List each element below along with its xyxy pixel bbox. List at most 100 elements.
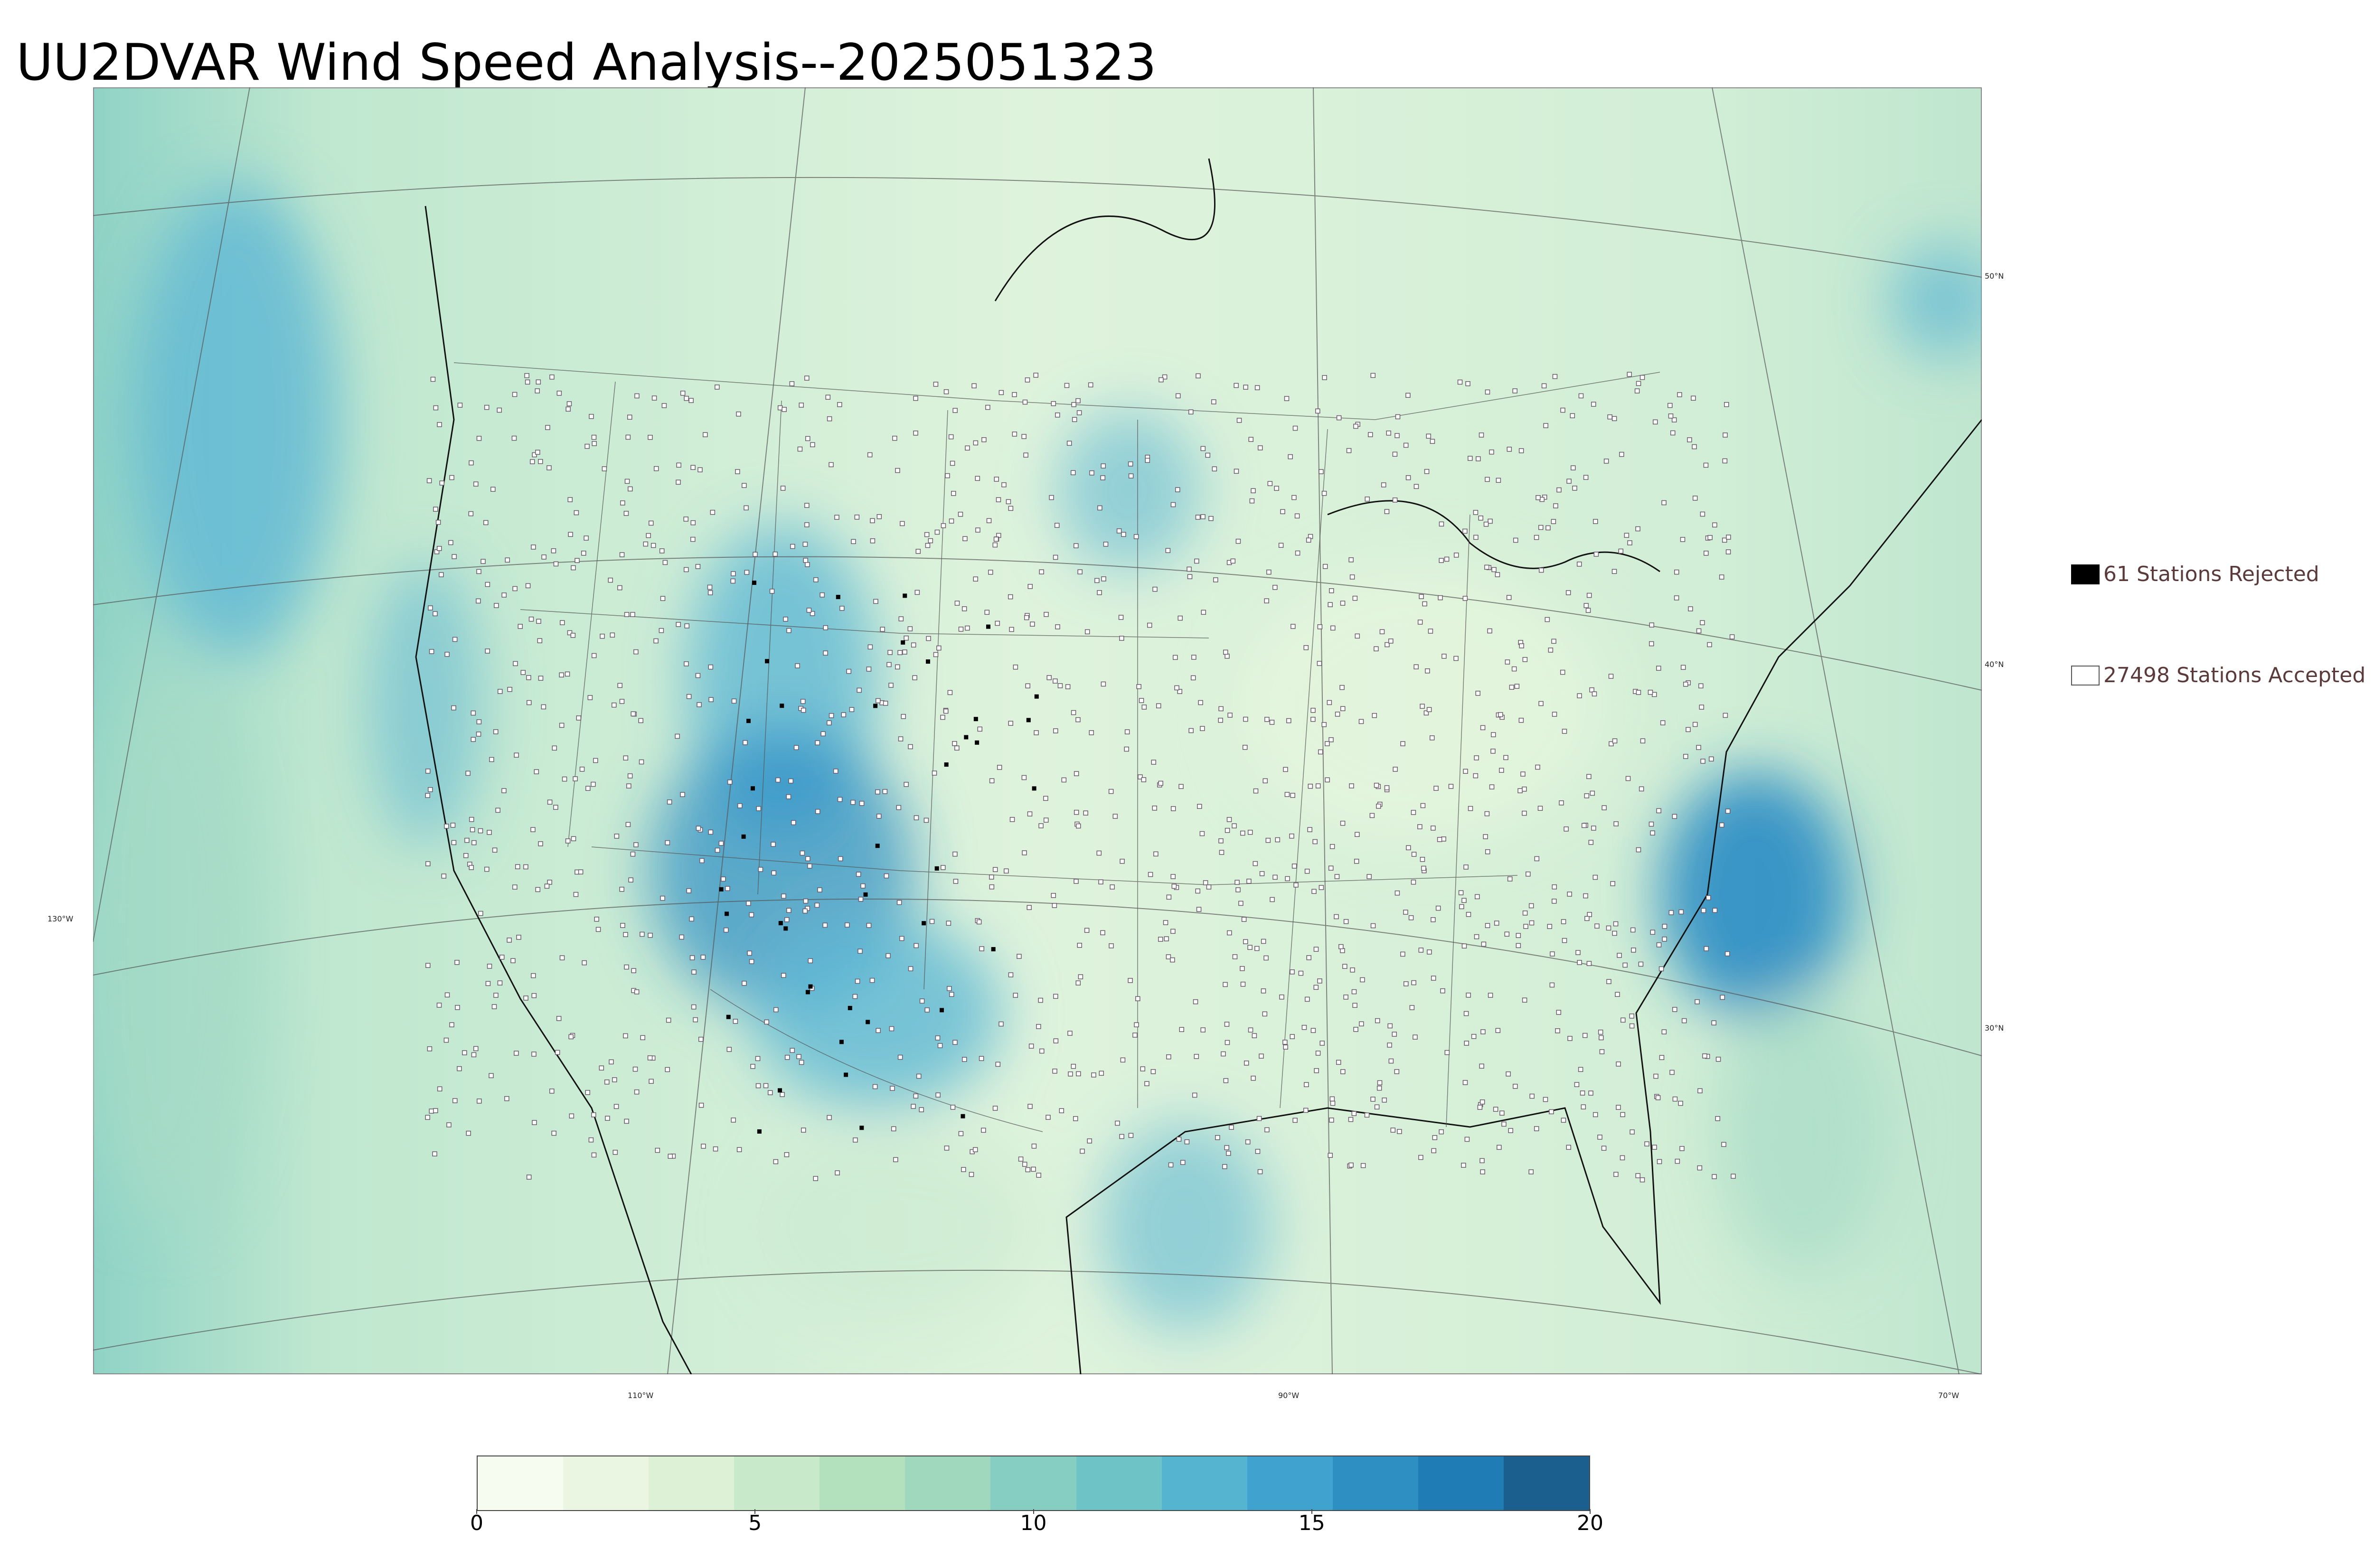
station-marker (1630, 927, 1636, 933)
station-marker (1441, 654, 1447, 659)
station-marker (684, 623, 689, 629)
station-marker (981, 437, 987, 442)
station-marker (1088, 382, 1093, 388)
station-marker (859, 801, 865, 806)
station-marker (1418, 1155, 1423, 1160)
station-marker (452, 637, 458, 642)
station-marker (538, 459, 543, 464)
wind-speed-area (1057, 410, 1199, 572)
station-marker (1561, 919, 1566, 924)
station-marker (1388, 1058, 1394, 1064)
station-marker (1087, 1138, 1092, 1144)
station-marker (1700, 759, 1705, 764)
station-marker (549, 374, 555, 380)
station-marker (1071, 402, 1076, 407)
station-marker (648, 434, 653, 440)
station-marker (1354, 858, 1359, 864)
station-marker (1200, 514, 1206, 519)
station-marker (501, 592, 507, 598)
station-marker (1513, 537, 1518, 543)
station-marker (1171, 883, 1177, 889)
station-marker (1668, 413, 1674, 419)
rejected-station-marker (1026, 718, 1031, 723)
station-marker (1295, 550, 1300, 556)
station-marker (1148, 872, 1153, 877)
station-marker (744, 570, 750, 575)
station-marker (1709, 756, 1714, 762)
graticule (93, 87, 1982, 1374)
station-marker (1349, 783, 1354, 789)
station-marker (1116, 528, 1122, 534)
station-marker (1285, 876, 1290, 882)
colorbar-tick-label: 15 (1298, 1511, 1325, 1535)
station-marker (1046, 675, 1052, 680)
station-marker (908, 744, 913, 750)
station-marker (1236, 418, 1242, 423)
station-marker (813, 1176, 819, 1181)
station-marker (1166, 954, 1171, 959)
station-marker (1338, 944, 1344, 949)
station-marker (780, 1092, 785, 1097)
station-marker (1678, 1100, 1683, 1106)
station-marker (804, 522, 810, 527)
station-marker (452, 1098, 458, 1103)
station-marker (1439, 1129, 1444, 1135)
lat-label-50n: 50°N (1985, 272, 2004, 281)
station-marker (514, 752, 519, 758)
station-marker (1057, 683, 1063, 688)
station-marker (773, 1159, 779, 1164)
station-marker (544, 883, 550, 889)
station-marker (1562, 729, 1567, 734)
rejected-station-marker (991, 947, 996, 951)
station-marker (1232, 954, 1238, 959)
station-marker (565, 671, 570, 677)
station-marker (633, 649, 639, 655)
station-marker (1128, 461, 1133, 467)
station-marker (773, 1007, 779, 1013)
station-marker (1722, 537, 1727, 543)
station-marker (1417, 620, 1423, 625)
station-marker (1247, 829, 1253, 835)
station-marker (1234, 469, 1239, 474)
station-marker (1251, 1075, 1256, 1081)
station-marker (944, 1145, 950, 1151)
station-marker (609, 1059, 614, 1065)
station-marker (478, 911, 483, 916)
station-marker (880, 627, 885, 632)
station-marker (1556, 487, 1562, 493)
lat-label-40n: 40°N (1985, 660, 2004, 669)
station-marker (1211, 399, 1216, 404)
rejected-station-marker (1032, 786, 1036, 791)
station-marker (1329, 844, 1335, 849)
station-marker (1247, 945, 1253, 950)
station-marker (1200, 726, 1205, 731)
legend-accepted: 27498 Stations Accepted (2071, 663, 2365, 687)
station-marker (584, 443, 590, 449)
station-marker (969, 1172, 974, 1177)
station-marker (1321, 490, 1327, 496)
station-marker (833, 769, 838, 774)
station-marker (684, 661, 689, 667)
station-marker (1426, 707, 1432, 713)
station-marker (1432, 1135, 1438, 1140)
station-marker (1587, 912, 1592, 917)
station-marker (884, 873, 889, 879)
station-marker (1264, 598, 1269, 603)
station-marker (1622, 962, 1628, 968)
station-marker (1483, 834, 1488, 839)
station-marker (925, 543, 931, 548)
station-marker (691, 969, 697, 975)
station-marker (1438, 595, 1443, 601)
station-marker (1592, 691, 1597, 696)
station-marker (736, 1147, 742, 1152)
station-marker (1008, 594, 1013, 600)
station-marker (1476, 456, 1481, 461)
station-marker (1283, 767, 1288, 772)
station-marker (723, 927, 729, 933)
station-marker (466, 1130, 471, 1136)
station-marker (1662, 924, 1667, 929)
station-marker (1639, 1177, 1645, 1183)
station-marker (660, 596, 666, 601)
station-marker (1294, 513, 1300, 519)
station-marker (1049, 495, 1054, 500)
